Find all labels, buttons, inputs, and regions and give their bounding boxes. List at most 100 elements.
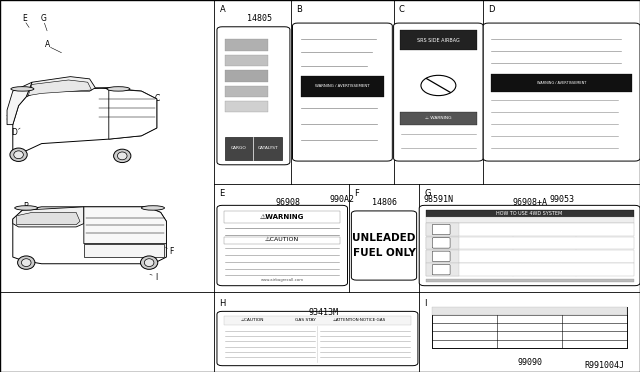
Bar xyxy=(426,237,634,249)
Ellipse shape xyxy=(17,256,35,269)
Bar xyxy=(426,210,634,217)
FancyBboxPatch shape xyxy=(351,211,417,280)
Text: B: B xyxy=(296,5,302,14)
Bar xyxy=(426,237,460,249)
Ellipse shape xyxy=(145,259,154,266)
Text: I: I xyxy=(424,299,427,308)
Bar xyxy=(432,307,627,348)
Polygon shape xyxy=(13,88,157,153)
Text: F: F xyxy=(354,189,359,198)
Bar xyxy=(301,76,384,97)
Bar xyxy=(224,316,411,325)
Text: E: E xyxy=(220,189,225,198)
Bar xyxy=(426,263,634,276)
FancyBboxPatch shape xyxy=(432,238,450,248)
Ellipse shape xyxy=(14,151,24,159)
Ellipse shape xyxy=(11,87,34,91)
Text: E: E xyxy=(22,14,27,23)
Text: CARGO: CARGO xyxy=(231,147,247,150)
FancyBboxPatch shape xyxy=(217,27,290,165)
Text: www.airbagrecall.com: www.airbagrecall.com xyxy=(260,279,304,282)
Ellipse shape xyxy=(141,206,164,210)
Bar xyxy=(426,263,460,276)
FancyBboxPatch shape xyxy=(217,205,348,286)
Text: A: A xyxy=(220,5,225,14)
Text: SRS SIDE AIRBAG: SRS SIDE AIRBAG xyxy=(417,38,460,43)
Polygon shape xyxy=(26,77,95,97)
Ellipse shape xyxy=(10,148,28,161)
Text: FUEL ONLY: FUEL ONLY xyxy=(353,248,415,258)
Text: ⚠ATTENTION·NOTICE·GAS: ⚠ATTENTION·NOTICE·GAS xyxy=(333,318,386,322)
Text: 99053: 99053 xyxy=(549,195,574,203)
Text: CATALYST: CATALYST xyxy=(257,147,278,150)
Text: GAS STAY: GAS STAY xyxy=(294,318,316,322)
Ellipse shape xyxy=(118,152,127,160)
Bar xyxy=(426,223,634,236)
Text: ⚠WARNING: ⚠WARNING xyxy=(260,214,305,219)
Text: C: C xyxy=(399,5,404,14)
Bar xyxy=(426,250,460,263)
Bar xyxy=(400,112,477,125)
Text: ⚠CAUTION: ⚠CAUTION xyxy=(265,237,300,243)
Text: H: H xyxy=(220,299,226,308)
Text: 96908+A: 96908+A xyxy=(512,198,547,207)
Bar xyxy=(225,86,268,97)
Circle shape xyxy=(421,75,456,96)
Ellipse shape xyxy=(21,259,31,266)
Bar xyxy=(426,250,634,263)
FancyBboxPatch shape xyxy=(292,23,392,161)
Bar xyxy=(225,137,282,160)
Bar xyxy=(84,244,164,257)
Text: 14806: 14806 xyxy=(371,198,397,207)
Text: G: G xyxy=(40,14,47,23)
FancyBboxPatch shape xyxy=(432,224,450,235)
Text: I: I xyxy=(156,273,158,282)
Text: 98591N: 98591N xyxy=(424,195,453,203)
Text: R991004J: R991004J xyxy=(584,361,624,370)
Ellipse shape xyxy=(15,206,38,210)
Text: UNLEADED: UNLEADED xyxy=(352,233,416,243)
Bar xyxy=(426,279,634,282)
Bar xyxy=(432,307,627,315)
Text: WARNING / AVERTISSEMENT: WARNING / AVERTISSEMENT xyxy=(315,84,370,88)
Bar xyxy=(225,70,268,82)
Bar xyxy=(224,237,340,244)
Bar xyxy=(225,39,268,51)
Text: 🚫: 🚫 xyxy=(435,78,442,89)
FancyBboxPatch shape xyxy=(419,205,640,286)
FancyBboxPatch shape xyxy=(394,23,483,161)
Text: D: D xyxy=(11,128,17,137)
Polygon shape xyxy=(13,207,166,264)
Polygon shape xyxy=(13,207,84,227)
Polygon shape xyxy=(7,82,32,125)
Text: ⚠ WARNING: ⚠ WARNING xyxy=(425,116,452,120)
Text: 99090: 99090 xyxy=(517,358,542,367)
FancyBboxPatch shape xyxy=(432,251,450,262)
Text: 990A2: 990A2 xyxy=(330,195,355,203)
FancyBboxPatch shape xyxy=(432,264,450,275)
Text: 14805: 14805 xyxy=(246,14,272,23)
Text: A: A xyxy=(45,40,51,49)
Ellipse shape xyxy=(114,149,131,163)
Polygon shape xyxy=(84,207,166,244)
Ellipse shape xyxy=(107,87,130,91)
Polygon shape xyxy=(95,88,157,139)
Text: ⚠CAUTION: ⚠CAUTION xyxy=(241,318,265,322)
Text: B: B xyxy=(23,202,28,211)
Text: HOW TO USE 4WD SYSTEM: HOW TO USE 4WD SYSTEM xyxy=(497,211,563,216)
Text: G: G xyxy=(424,189,431,198)
FancyBboxPatch shape xyxy=(217,311,418,366)
Text: C: C xyxy=(154,94,159,103)
Bar xyxy=(224,211,340,223)
FancyBboxPatch shape xyxy=(483,23,640,161)
Polygon shape xyxy=(17,212,80,225)
Bar xyxy=(225,55,268,66)
Bar xyxy=(400,30,477,50)
Ellipse shape xyxy=(141,256,157,269)
Text: WARNING / AVERTISSEMENT: WARNING / AVERTISSEMENT xyxy=(537,81,586,85)
Polygon shape xyxy=(28,80,92,96)
Text: F: F xyxy=(170,247,173,256)
Text: D: D xyxy=(488,5,495,14)
Text: 96908: 96908 xyxy=(275,198,301,207)
Bar xyxy=(225,101,268,112)
